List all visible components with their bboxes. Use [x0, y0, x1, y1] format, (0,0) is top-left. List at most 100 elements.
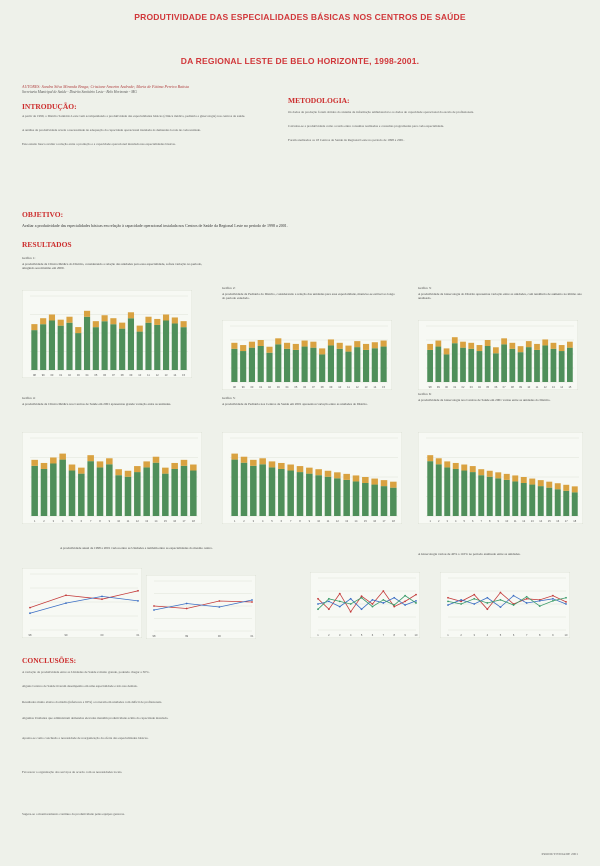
- chart-g3: 98 99 00 01 02 03 04 05 06 07 08 09 10 11 12 13 14 15: [418, 320, 578, 390]
- tick-label: 05: [94, 373, 97, 377]
- tick-label: 1: [447, 633, 449, 637]
- tick-label: 11: [327, 519, 330, 523]
- data-point: [153, 605, 155, 607]
- tick-label: 9: [498, 519, 500, 523]
- data-point: [447, 604, 449, 606]
- bar-top: [145, 316, 152, 323]
- tick-label: 18: [392, 519, 395, 523]
- tick-label: 03: [77, 373, 80, 377]
- tick-label: 8: [393, 633, 395, 637]
- tick-label: 1: [34, 519, 36, 523]
- bar-top: [444, 461, 451, 468]
- tick-label: 9: [404, 633, 406, 637]
- conclusion-3: Resultados muito abaixo da média (inferi…: [22, 700, 163, 704]
- data-point: [382, 590, 385, 592]
- bar-base: [78, 473, 85, 516]
- tick-label: 01: [259, 385, 262, 389]
- tick-label: 3: [253, 519, 255, 523]
- chart-line-3: 1 2 3 4 5 6 7 8 9 10: [310, 572, 420, 638]
- intro-text-3: Este estudo busca avaliar a relação entr…: [22, 142, 176, 146]
- data-point: [499, 591, 502, 594]
- bar-base: [180, 327, 187, 370]
- bar-top: [106, 458, 113, 465]
- bar-base: [476, 351, 483, 382]
- chart-g1: 98 99 00 01 02 03 04 05 06 07 08 09 10 11 12 13 14 15: [22, 290, 192, 378]
- bar-base: [171, 468, 178, 516]
- tick-label: 1: [430, 519, 432, 523]
- bar-top: [115, 469, 122, 476]
- bar-top: [152, 456, 160, 463]
- tick-label: 12: [156, 373, 159, 377]
- tick-label: 3: [473, 633, 475, 637]
- series-line: [153, 600, 253, 609]
- bar-top: [517, 346, 524, 353]
- tick-label: 6: [372, 633, 374, 637]
- tick-label: 16: [556, 519, 559, 523]
- bar-top: [306, 467, 313, 474]
- bar-top: [525, 341, 532, 348]
- tick-label: 6: [81, 519, 83, 523]
- tick-label: 02: [68, 373, 71, 377]
- tick-label: 2: [328, 633, 330, 637]
- tick-label: 13: [552, 385, 555, 389]
- g4-text: A produtividade da Clínica Médica nos Ce…: [22, 402, 172, 406]
- tick-label: 15: [568, 385, 571, 389]
- tick-label: 7: [290, 519, 292, 523]
- bar-base: [292, 349, 299, 382]
- bar-base: [460, 347, 466, 382]
- tick-label: 5: [361, 633, 363, 637]
- bar-base: [443, 354, 450, 382]
- tick-label: 3: [339, 633, 341, 637]
- g3-caption: Gráfico 3:: [418, 286, 432, 290]
- bar-top: [78, 467, 85, 474]
- g3-text: A produtividade da Ginecologia do Distri…: [418, 292, 582, 301]
- bar-base: [306, 473, 313, 516]
- bar-base: [493, 353, 499, 382]
- data-point: [404, 604, 407, 606]
- conclusion-7: Sugere-se o monitoramento contínuo da pr…: [22, 812, 125, 816]
- bar-base: [315, 475, 322, 516]
- bar-base: [134, 472, 141, 516]
- bar-base: [517, 352, 524, 382]
- tick-label: 11: [347, 385, 350, 389]
- poster-subtitle: DA REGIONAL LESTE DE BELO HORIZONTE, 199…: [180, 56, 420, 66]
- tick-label: 04: [286, 385, 289, 389]
- bar-top: [484, 340, 491, 346]
- authors-line: AUTORES: Sandra Silva Miranda Braga; Cri…: [22, 84, 189, 89]
- tick-label: 07: [503, 385, 506, 389]
- bar-top: [162, 467, 169, 474]
- bar-top: [451, 337, 458, 344]
- data-point: [393, 596, 396, 599]
- tick-label: 6: [281, 519, 283, 523]
- bar-base: [371, 484, 378, 516]
- bar-base: [512, 481, 519, 516]
- tick-label: 01: [251, 634, 254, 638]
- tick-label: 17: [565, 519, 568, 523]
- tick-label: 2: [243, 519, 245, 523]
- tick-label: 00: [101, 633, 104, 637]
- data-point: [486, 596, 489, 599]
- tick-label: 05: [486, 385, 489, 389]
- bar-base: [259, 464, 266, 516]
- tick-label: 18: [573, 519, 576, 523]
- bar-top: [354, 341, 361, 348]
- series-line: [447, 595, 567, 608]
- data-point: [473, 603, 476, 605]
- bar-base: [106, 464, 113, 516]
- bar-top: [558, 345, 565, 352]
- bar-top: [48, 314, 56, 321]
- bar-base: [435, 464, 442, 516]
- bar-base: [558, 351, 565, 382]
- bar-base: [390, 487, 397, 516]
- bar-top: [162, 314, 170, 321]
- tick-label: 2: [460, 633, 462, 637]
- bar-top: [301, 340, 308, 347]
- tick-label: 4: [455, 519, 457, 523]
- tick-label: 16: [373, 519, 376, 523]
- bar-base: [190, 470, 197, 516]
- data-point: [415, 593, 417, 596]
- bar-top: [501, 338, 507, 345]
- data-point: [349, 603, 352, 605]
- bar-top: [468, 342, 475, 349]
- bar-top: [31, 324, 38, 331]
